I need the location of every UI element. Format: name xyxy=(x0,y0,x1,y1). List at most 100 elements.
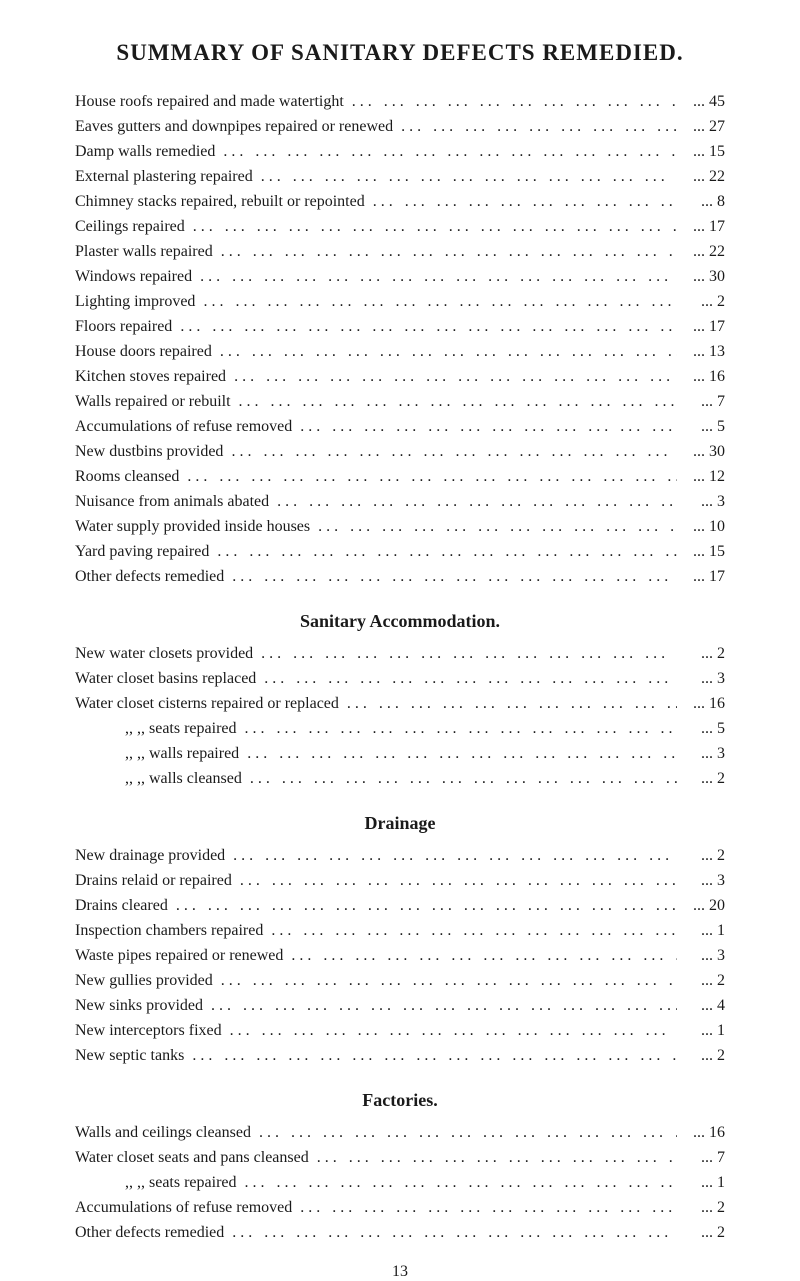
main-row: Ceilings repaired... ... ... ... ... ...… xyxy=(75,215,725,239)
row-value: ... 5 xyxy=(677,415,725,439)
row-label: Rooms cleansed xyxy=(75,465,179,489)
row-value: ... 16 xyxy=(677,1121,725,1145)
row-label: Water supply provided inside houses xyxy=(75,515,310,539)
dot-leader: ... ... ... ... ... ... ... ... ... ... … xyxy=(224,565,677,589)
main-row: Kitchen stoves repaired... ... ... ... .… xyxy=(75,365,725,389)
drainage-row: New interceptors fixed... ... ... ... ..… xyxy=(75,1019,725,1043)
row-value: ... 20 xyxy=(677,894,725,918)
row-value: ... 15 xyxy=(677,540,725,564)
dot-leader: ... ... ... ... ... ... ... ... ... ... … xyxy=(339,692,677,716)
sanitary-row: ,, ,, walls repaired... ... ... ... ... … xyxy=(75,742,725,766)
factories-row: Water closet seats and pans cleansed... … xyxy=(75,1146,725,1170)
dot-leader: ... ... ... ... ... ... ... ... ... ... … xyxy=(224,1221,677,1245)
row-value: ... 13 xyxy=(677,340,725,364)
main-row: Accumulations of refuse removed... ... .… xyxy=(75,415,725,439)
dot-leader: ... ... ... ... ... ... ... ... ... ... … xyxy=(292,415,677,439)
row-label: ,, ,, walls cleansed xyxy=(75,767,242,791)
drainage-row: Drains relaid or repaired... ... ... ...… xyxy=(75,869,725,893)
row-label: New drainage provided xyxy=(75,844,225,868)
row-value: ... 17 xyxy=(677,565,725,589)
row-label: House roofs repaired and made watertight xyxy=(75,90,344,114)
row-label: Walls repaired or rebuilt xyxy=(75,390,231,414)
drainage-row: New septic tanks... ... ... ... ... ... … xyxy=(75,1044,725,1068)
factories-row: ,, ,, seats repaired... ... ... ... ... … xyxy=(75,1171,725,1195)
row-label: Floors repaired xyxy=(75,315,172,339)
row-label: Other defects remedied xyxy=(75,565,224,589)
row-value: ... 2 xyxy=(677,1196,725,1220)
row-value: ... 30 xyxy=(677,440,725,464)
sanitary-row: ,, ,, seats repaired... ... ... ... ... … xyxy=(75,717,725,741)
row-value: ... 2 xyxy=(677,1221,725,1245)
factories-section: Walls and ceilings cleansed... ... ... .… xyxy=(75,1121,725,1245)
dot-leader: ... ... ... ... ... ... ... ... ... ... … xyxy=(222,1019,677,1043)
main-row: Yard paving repaired... ... ... ... ... … xyxy=(75,540,725,564)
row-value: ... 22 xyxy=(677,165,725,189)
dot-leader: ... ... ... ... ... ... ... ... ... ... … xyxy=(253,165,677,189)
row-value: ... 2 xyxy=(677,844,725,868)
row-value: ... 3 xyxy=(677,667,725,691)
row-label: Lighting improved xyxy=(75,290,195,314)
drainage-section: New drainage provided ... ... ... ... ...… xyxy=(75,844,725,1068)
dot-leader: ... ... ... ... ... ... ... ... ... ... … xyxy=(212,340,677,364)
dot-leader: ... ... ... ... ... ... ... ... ... ... … xyxy=(223,440,677,464)
dot-leader: ... ... ... ... ... ... ... ... ... ... … xyxy=(365,190,677,214)
row-label: ,, ,, seats repaired xyxy=(75,1171,237,1195)
row-value: ... 15 xyxy=(677,140,725,164)
sanitary-section: New water closets provided... ... ... ..… xyxy=(75,642,725,791)
main-row: Other defects remedied... ... ... ... ..… xyxy=(75,565,725,589)
dot-leader: ... ... ... ... ... ... ... ... ... ... … xyxy=(203,994,677,1018)
row-label: Plaster walls repaired xyxy=(75,240,213,264)
dot-leader: ... ... ... ... ... ... ... ... ... ... … xyxy=(242,767,677,791)
dot-leader: ... ... ... ... ... ... ... ... ... ... … xyxy=(283,944,677,968)
row-value: ... 7 xyxy=(677,1146,725,1170)
dot-leader: ... ... ... ... ... ... ... ... ... ... … xyxy=(393,115,677,139)
sanitary-row: New water closets provided... ... ... ..… xyxy=(75,642,725,666)
row-label: Chimney stacks repaired, rebuilt or repo… xyxy=(75,190,365,214)
row-value: ... 8 xyxy=(677,190,725,214)
row-label: Nuisance from animals abated xyxy=(75,490,269,514)
row-label: Eaves gutters and downpipes repaired or … xyxy=(75,115,393,139)
row-label: Drains cleared xyxy=(75,894,168,918)
drainage-row: Waste pipes repaired or renewed... ... .… xyxy=(75,944,725,968)
row-value: ... 5 xyxy=(677,717,725,741)
row-value: ... 10 xyxy=(677,515,725,539)
row-value: ... 16 xyxy=(677,365,725,389)
dot-leader: ... ... ... ... ... ... ... ... ... ... … xyxy=(237,717,677,741)
dot-leader: ... ... ... ... ... ... ... ... ... ... … xyxy=(213,240,677,264)
row-label: ,, ,, seats repaired xyxy=(75,717,237,741)
row-value: ... 2 xyxy=(677,642,725,666)
row-label: New interceptors fixed xyxy=(75,1019,222,1043)
row-value: ... 2 xyxy=(677,767,725,791)
main-row: Nuisance from animals abated... ... ... … xyxy=(75,490,725,514)
row-value: ... 22 xyxy=(677,240,725,264)
main-row: Rooms cleansed... ... ... ... ... ... ..… xyxy=(75,465,725,489)
drainage-row: New sinks provided... ... ... ... ... ..… xyxy=(75,994,725,1018)
dot-leader: ... ... ... ... ... ... ... ... ... ... … xyxy=(309,1146,677,1170)
row-label: Water closet cisterns repaired or replac… xyxy=(75,692,339,716)
page-title: SUMMARY OF SANITARY DEFECTS REMEDIED. xyxy=(75,40,725,66)
row-label: Inspection chambers repaired xyxy=(75,919,263,943)
page-number: 13 xyxy=(75,1263,725,1281)
row-label: ,, ,, walls repaired xyxy=(75,742,239,766)
factories-row: Walls and ceilings cleansed... ... ... .… xyxy=(75,1121,725,1145)
dot-leader: ... ... ... ... ... ... ... ... ... ... … xyxy=(184,1044,677,1068)
row-value: ... 30 xyxy=(677,265,725,289)
dot-leader: ... ... ... ... ... ... ... ... ... ... … xyxy=(215,140,677,164)
sanitary-row: Water closet cisterns repaired or replac… xyxy=(75,692,725,716)
row-label: New water closets provided xyxy=(75,642,253,666)
row-value: ... 3 xyxy=(677,869,725,893)
row-label: Water closet basins replaced xyxy=(75,667,256,691)
dot-leader: ... ... ... ... ... ... ... ... ... ... … xyxy=(213,969,677,993)
dot-leader: ... ... ... ... ... ... ... ... ... ... … xyxy=(256,667,677,691)
drainage-row: Inspection chambers repaired... ... ... … xyxy=(75,919,725,943)
factories-row: Accumulations of refuse removed... ... .… xyxy=(75,1196,725,1220)
row-value: ... 17 xyxy=(677,315,725,339)
dot-leader: ... ... ... ... ... ... ... ... ... ... … xyxy=(172,315,677,339)
row-label: Water closet seats and pans cleansed xyxy=(75,1146,309,1170)
main-row: Eaves gutters and downpipes repaired or … xyxy=(75,115,725,139)
row-label: Accumulations of refuse removed xyxy=(75,415,292,439)
sanitary-row: ,, ,, walls cleansed... ... ... ... ... … xyxy=(75,767,725,791)
main-defects-section: House roofs repaired and made watertight… xyxy=(75,90,725,589)
row-label: Drains relaid or repaired xyxy=(75,869,232,893)
main-row: New dustbins provided... ... ... ... ...… xyxy=(75,440,725,464)
